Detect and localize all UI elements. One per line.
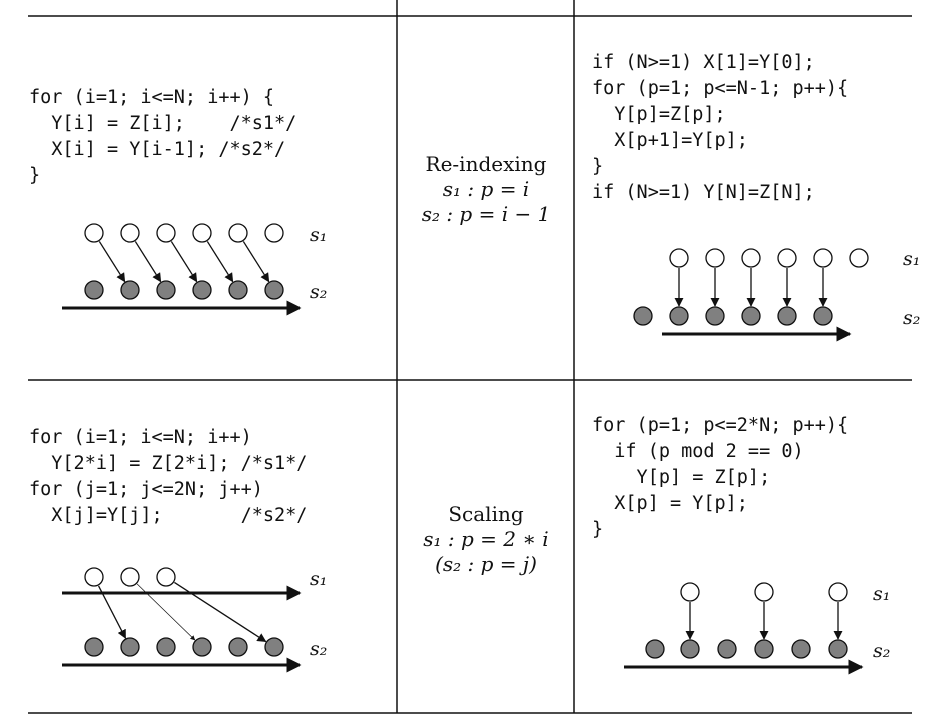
code-line: }	[29, 165, 41, 186]
s2-node	[120, 280, 140, 300]
s1-node	[228, 223, 248, 243]
dependence-arrow	[170, 241, 198, 283]
s2-node	[705, 306, 725, 326]
s2-node	[633, 306, 653, 326]
code-line: Y[i] = Z[i]; /*s1*/	[29, 113, 297, 134]
s1-node	[849, 248, 869, 268]
dependence-arrow	[134, 241, 162, 283]
row2-original-code: for (i=1; i<=N; i++) Y[2*i] = Z[2*i]; /*…	[29, 425, 307, 529]
transform-s1: s₁ : p = 2 ∗ i	[423, 527, 549, 551]
code-line: Y[2*i] = Z[2*i]; /*s1*/	[29, 453, 308, 474]
code-line: if (N>=1) Y[N]=Z[N];	[592, 182, 815, 203]
dependence-arrow	[98, 241, 126, 283]
s2-node	[828, 639, 848, 659]
code-line: for (i=1; i<=N; i++) {	[29, 87, 275, 108]
transform-s2: s₂ : p = i − 1	[421, 202, 551, 226]
s2-label: s₂	[310, 638, 327, 660]
row2-transformed-code: for (p=1; p<=2*N; p++){ if (p mod 2 == 0…	[592, 413, 848, 543]
s2-node	[791, 639, 811, 659]
s2-node	[120, 637, 140, 657]
s1-label: s₁	[903, 248, 920, 270]
s1-node	[813, 248, 833, 268]
s1-node	[156, 567, 176, 587]
code-line: X[p] = Y[p];	[592, 493, 748, 514]
s1-label: s₁	[310, 224, 327, 246]
code-line: Y[p]=Z[p];	[592, 104, 726, 125]
dependence-arrow	[242, 241, 270, 283]
row1-transform: Re-indexing s₁ : p = i s₂ : p = i − 1	[398, 152, 574, 227]
dependence-arrow	[206, 241, 234, 283]
s2-node	[156, 280, 176, 300]
s1-node	[264, 223, 284, 243]
s2-node	[754, 639, 774, 659]
s2-node	[669, 306, 689, 326]
code-line: for (i=1; i<=N; i++)	[29, 427, 252, 448]
s2-node	[84, 637, 104, 657]
transform-s1: s₁ : p = i	[442, 177, 530, 201]
code-line: if (p mod 2 == 0)	[592, 441, 804, 462]
transform-name: Scaling	[448, 502, 524, 526]
row2-transformed-diagram: s₁ s₂	[624, 582, 890, 675]
s1-node	[120, 567, 140, 587]
code-line: Y[p] = Z[p];	[592, 467, 771, 488]
s1-node	[777, 248, 797, 268]
s2-label: s₂	[903, 307, 920, 329]
s1-node	[754, 582, 774, 602]
row1-transformed-code: if (N>=1) X[1]=Y[0]; for (p=1; p<=N-1; p+…	[592, 50, 848, 206]
dependence-arrow	[97, 585, 127, 639]
row1-transformed-diagram: s₁ s₂	[633, 248, 920, 342]
s1-node	[84, 567, 104, 587]
s2-node	[813, 306, 833, 326]
code-line: X[j]=Y[j]; /*s2*/	[29, 505, 308, 526]
s2-node	[645, 639, 665, 659]
s2-node	[84, 280, 104, 300]
s2-node	[680, 639, 700, 659]
s2-node	[264, 280, 284, 300]
s2-label: s₂	[873, 640, 890, 662]
s2-node	[156, 637, 176, 657]
s2-label: s₂	[310, 281, 327, 303]
s2-node	[228, 637, 248, 657]
s2-node	[228, 280, 248, 300]
s1-label: s₁	[873, 583, 890, 605]
s2-node	[717, 639, 737, 659]
s1-node	[705, 248, 725, 268]
s1-node	[156, 223, 176, 243]
row1-original-diagram: s₁ s₂	[62, 223, 327, 316]
s1-node	[680, 582, 700, 602]
code-line: X[p+1]=Y[p];	[592, 130, 748, 151]
s1-node	[192, 223, 212, 243]
s2-node	[777, 306, 797, 326]
s1-node	[120, 223, 140, 243]
s1-label: s₁	[310, 568, 327, 590]
s1-node	[84, 223, 104, 243]
code-line: if (N>=1) X[1]=Y[0];	[592, 52, 815, 73]
code-line: for (p=1; p<=N-1; p++){	[592, 78, 849, 99]
s2-node	[741, 306, 761, 326]
transform-s2: (s₂ : p = j)	[435, 552, 537, 576]
s1-node	[828, 582, 848, 602]
s1-node	[669, 248, 689, 268]
code-line: }	[592, 519, 604, 540]
code-line: for (j=1; j<=2N; j++)	[29, 479, 263, 500]
s2-node	[264, 637, 284, 657]
row2-original-diagram: s₁ s₂	[62, 567, 327, 673]
code-line: X[i] = Y[i-1]; /*s2*/	[29, 139, 286, 160]
row2-transform: Scaling s₁ : p = 2 ∗ i (s₂ : p = j)	[398, 502, 574, 577]
s2-node	[192, 637, 212, 657]
s1-node	[741, 248, 761, 268]
s2-node	[192, 280, 212, 300]
code-line: for (p=1; p<=2*N; p++){	[592, 415, 849, 436]
dependence-arrow	[136, 583, 196, 641]
code-line: }	[592, 156, 604, 177]
row1-original-code: for (i=1; i<=N; i++) { Y[i] = Z[i]; /*s1…	[29, 85, 296, 189]
transform-name: Re-indexing	[425, 152, 547, 176]
dependence-arrow	[174, 581, 267, 643]
